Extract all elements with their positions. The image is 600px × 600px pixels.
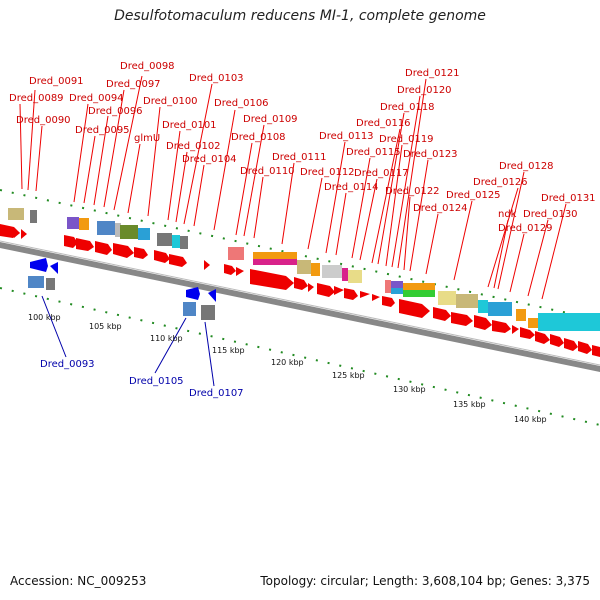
gene-label: Dred_0102 xyxy=(166,141,221,152)
topology-label: Topology: circular; Length: 3,608,104 bp… xyxy=(260,574,590,588)
gene-label: Dred_0090 xyxy=(16,115,71,126)
reverse-strand-genes xyxy=(30,258,216,302)
gene-label: Dred_0097 xyxy=(106,79,161,90)
gene-label: Dred_0105 xyxy=(129,376,184,387)
kbp-label: 140 kbp xyxy=(514,415,547,424)
forward-strand-genes xyxy=(0,224,600,357)
gene-label: Dred_0124 xyxy=(413,203,468,214)
gene-label: Dred_0104 xyxy=(182,154,237,165)
feature-blocks xyxy=(8,208,600,331)
kbp-label: 105 kbp xyxy=(89,322,122,331)
gene-label: Dred_0125 xyxy=(446,190,501,201)
gene-label: Dred_0111 xyxy=(272,152,327,163)
gene-label: Dred_0094 xyxy=(69,93,124,104)
gene-label: Dred_0108 xyxy=(231,132,286,143)
gene-label: Dred_0115 xyxy=(346,147,401,158)
gene-label: Dred_0096 xyxy=(88,106,143,117)
gene-label: Dred_0110 xyxy=(240,166,295,177)
gene-label: Dred_0129 xyxy=(498,223,553,234)
gene-label: Dred_0113 xyxy=(319,131,374,142)
kbp-labels: 100 kbp 105 kbp 110 kbp 115 kbp 120 kbp … xyxy=(28,313,547,424)
kbp-label: 120 kbp xyxy=(271,358,304,367)
reverse-feature-blocks xyxy=(28,276,215,320)
gene-label: Dred_0121 xyxy=(405,68,460,79)
gene-label: Dred_0107 xyxy=(189,388,244,399)
reverse-leader-lines xyxy=(41,295,215,387)
gene-label: Dred_0089 xyxy=(9,93,64,104)
kbp-label: 130 kbp xyxy=(393,385,426,394)
kbp-label: 135 kbp xyxy=(453,400,486,409)
gene-label: Dred_0106 xyxy=(214,98,269,109)
reverse-gene-labels: Dred_0093 Dred_0105 Dred_0107 xyxy=(40,359,244,399)
gene-label: Dred_0103 xyxy=(189,73,244,84)
gene-label: Dred_0116 xyxy=(356,118,411,129)
gene-label: Dred_0112 xyxy=(300,167,355,178)
gene-label: Dred_0126 xyxy=(473,177,528,188)
forward-gene-labels: Dred_0091 Dred_0089 Dred_0090 Dred_0094 … xyxy=(9,61,596,234)
gene-label: Dred_0119 xyxy=(379,134,434,145)
forward-leader-lines xyxy=(19,75,567,300)
gene-label: Dred_0123 xyxy=(403,149,458,160)
gene-label: Dred_0131 xyxy=(541,193,596,204)
gene-label: Dred_0093 xyxy=(40,359,95,370)
gene-label: Dred_0114 xyxy=(324,182,379,193)
kbp-label: 110 kbp xyxy=(150,334,183,343)
gene-label: Dred_0098 xyxy=(120,61,175,72)
gene-label: Dred_0117 xyxy=(354,168,409,179)
gene-label: Dred_0109 xyxy=(243,114,298,125)
gene-label: glmU xyxy=(134,133,160,144)
gene-label: Dred_0091 xyxy=(29,76,84,87)
gene-label: Dred_0118 xyxy=(380,102,435,113)
gene-label: Dred_0120 xyxy=(397,85,452,96)
accession-label: Accession: NC_009253 xyxy=(10,574,147,588)
gene-label: Dred_0130 xyxy=(523,209,578,220)
kbp-label: 115 kbp xyxy=(212,346,245,355)
kbp-label: 100 kbp xyxy=(28,313,61,322)
gene-label: Dred_0122 xyxy=(385,186,440,197)
gene-label: Dred_0101 xyxy=(162,120,217,131)
genome-backbone xyxy=(0,240,600,372)
gene-label: Dred_0095 xyxy=(75,125,130,136)
gene-label: Dred_0128 xyxy=(499,161,554,172)
gene-label: Dred_0100 xyxy=(143,96,198,107)
map-title: Desulfotomaculum reducens MI-1, complete… xyxy=(114,8,486,24)
kbp-label: 125 kbp xyxy=(332,371,365,380)
gene-label: ndk xyxy=(498,209,517,220)
